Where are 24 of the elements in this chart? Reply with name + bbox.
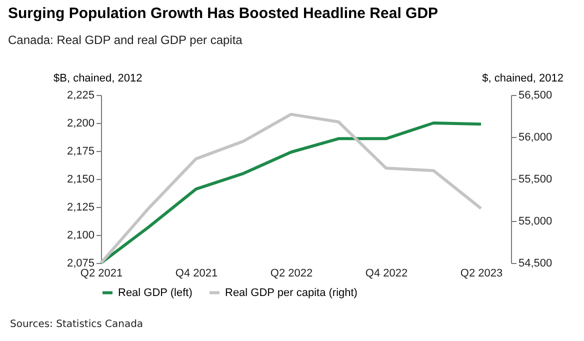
y-axis-title: $B, chained, 2012 — [54, 72, 142, 84]
y2-tick-label: 56,000 — [518, 132, 552, 144]
legend-label: Real GDP (left) — [118, 286, 192, 299]
y-tick-label: 2,100 — [66, 230, 94, 242]
y-tick-label: 2,150 — [66, 174, 94, 186]
chart-title: Surging Population Growth Has Boosted Headline Real GDP — [8, 5, 438, 22]
chart-subtitle: Canada: Real GDP and real GDP per capita — [8, 33, 243, 47]
x-tick-label: Q2 2021 — [80, 268, 123, 280]
y-tick-label: 2,125 — [66, 202, 94, 214]
y2-tick-label: 55,500 — [518, 174, 552, 186]
y2-axis-title: $, chained, 2012 — [482, 72, 564, 84]
y2-tick-label: 56,500 — [518, 90, 552, 102]
y-tick-label: 2,175 — [66, 146, 94, 158]
x-tick-label: Q4 2021 — [175, 268, 218, 280]
x-tick-label: Q4 2022 — [365, 268, 408, 280]
y-tick-label: 2,225 — [66, 90, 94, 102]
y2-tick-label: 54,500 — [518, 258, 552, 270]
y-tick-label: 2,200 — [66, 118, 94, 130]
source-note: Sources: Statistics Canada — [10, 319, 144, 330]
x-tick-label: Q2 2022 — [270, 268, 313, 280]
legend-label: Real GDP per capita (right) — [225, 286, 358, 299]
y2-tick-label: 55,000 — [518, 216, 552, 228]
y-tick-label: 2,075 — [66, 258, 94, 270]
x-tick-label: Q2 2023 — [460, 268, 503, 280]
